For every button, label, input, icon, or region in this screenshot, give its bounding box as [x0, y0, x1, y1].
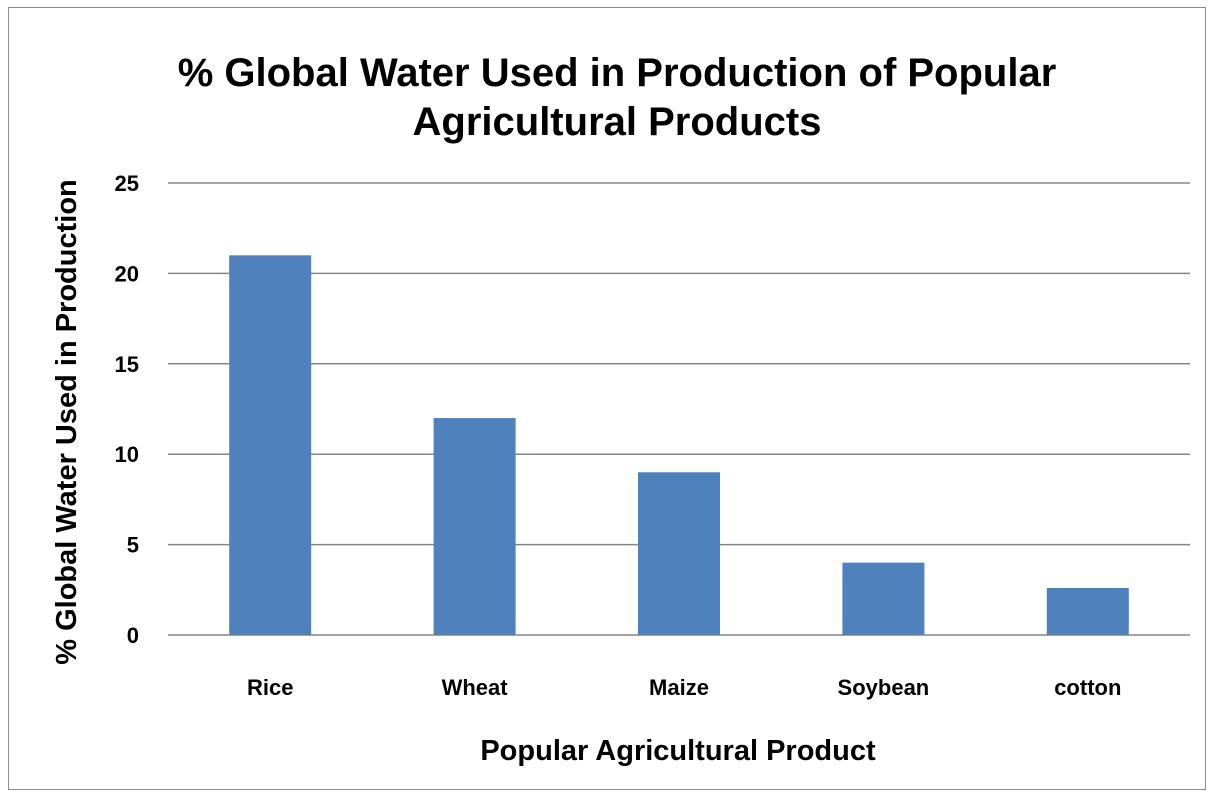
y-tick-label-25: 25	[115, 171, 139, 196]
y-tick-label-10: 10	[115, 442, 139, 467]
chart-title-line-1: % Global Water Used in Production of Pop…	[178, 51, 1057, 95]
y-tick-label-0: 0	[127, 623, 139, 648]
y-tick-label-20: 20	[115, 261, 139, 286]
bars	[229, 255, 1129, 635]
x-axis-title: Popular Agricultural Product	[480, 735, 876, 767]
x-tick-label-soybean: Soybean	[838, 675, 930, 700]
x-tick-label-cotton: cotton	[1054, 675, 1121, 700]
chart-title-line-2: Agricultural Products	[413, 100, 822, 144]
x-tick-labels: Rice Wheat Maize Soybean cotton	[247, 675, 1121, 700]
y-tick-label-15: 15	[115, 352, 139, 377]
bar-maize	[638, 472, 720, 635]
x-tick-label-maize: Maize	[649, 675, 709, 700]
bar-cotton	[1046, 587, 1129, 635]
gridlines	[168, 182, 1190, 636]
y-tick-label-5: 5	[127, 533, 139, 558]
x-tick-label-wheat: Wheat	[442, 675, 509, 700]
y-tick-labels: 0 5 10 15 20 25	[115, 171, 139, 648]
bar-rice	[229, 255, 312, 635]
y-axis-title: % Global Water Used in Production	[51, 179, 83, 665]
bar-soybean	[842, 562, 925, 635]
chart-frame	[8, 7, 1206, 790]
bar-wheat	[433, 418, 516, 635]
x-tick-label-rice: Rice	[247, 675, 293, 700]
